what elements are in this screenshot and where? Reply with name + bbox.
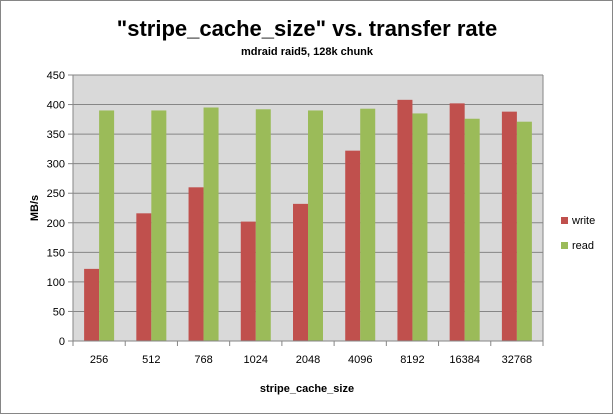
y-tick-label: 450 <box>47 70 65 82</box>
bar-write-16384 <box>449 103 465 341</box>
bar-read-8192 <box>412 113 428 341</box>
axes <box>68 74 544 346</box>
bar-write-4096 <box>345 150 361 341</box>
x-tick-label: 4096 <box>348 354 372 366</box>
x-axis-label: stripe_cache_size <box>260 383 354 395</box>
y-tick-label: 200 <box>47 218 65 230</box>
y-tick-label: 250 <box>47 188 65 200</box>
x-tick-label: 32768 <box>502 354 533 366</box>
bar-read-32768 <box>516 121 532 341</box>
legend: write read <box>561 215 595 252</box>
bar-write-32768 <box>501 111 517 341</box>
bar-write-256 <box>84 268 100 341</box>
bar-read-2048 <box>308 110 323 341</box>
bar-read-4096 <box>360 108 376 342</box>
x-tick-label: 16384 <box>449 354 480 366</box>
x-tick-label: 768 <box>194 354 212 366</box>
bar-read-768 <box>203 107 219 341</box>
bar-write-768 <box>188 187 204 341</box>
y-tick-labels: 0 50 100 150 200 250 300 350 400 450 <box>47 70 65 348</box>
x-tick-label: 1024 <box>244 354 268 366</box>
bar-read-16384 <box>464 118 480 342</box>
bar-write-2048 <box>293 203 308 341</box>
y-tick-label: 50 <box>53 306 65 318</box>
y-tick-label: 400 <box>47 100 65 112</box>
bar-read-1024 <box>255 109 271 341</box>
chart-title: "stripe_cache_size" vs. transfer rate <box>117 16 497 41</box>
legend-label-read: read <box>572 240 594 252</box>
x-tick-label: 8192 <box>400 354 424 366</box>
bar-read-256 <box>99 110 115 341</box>
y-tick-label: 100 <box>47 277 65 289</box>
y-tick-label: 150 <box>47 247 65 259</box>
y-tick-label: 0 <box>59 336 65 348</box>
y-axis-label: MB/s <box>29 195 41 221</box>
y-tick-label: 300 <box>47 159 65 171</box>
bar-read-512 <box>151 110 167 341</box>
bars <box>84 99 532 342</box>
legend-swatch-write <box>561 217 568 224</box>
x-tick-labels: 256 512 768 1024 2048 4096 8192 16384 32768 <box>90 354 532 366</box>
legend-label-write: write <box>571 215 595 227</box>
x-tick-label: 256 <box>90 354 108 366</box>
y-tick-label: 350 <box>47 129 65 141</box>
chart-subtitle: mdraid raid5, 128k chunk <box>241 46 374 58</box>
bar-write-512 <box>136 213 152 341</box>
x-tick-label: 2048 <box>296 354 320 366</box>
x-tick-label: 512 <box>142 354 160 366</box>
legend-swatch-read <box>561 242 568 249</box>
bar-write-8192 <box>397 99 413 342</box>
bar-write-1024 <box>240 221 256 341</box>
